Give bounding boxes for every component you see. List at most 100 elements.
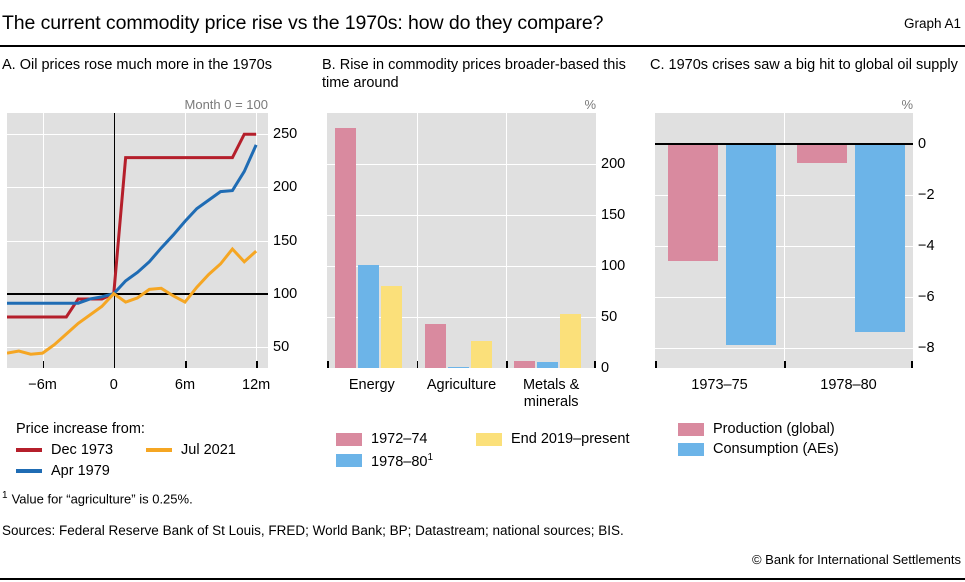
bar-1978-80-consumption-aes-[interactable] — [855, 143, 905, 333]
legend-item-1978-80[interactable]: 1978–801 — [336, 452, 476, 470]
panel-b: B. Rise in commodity prices broader-base… — [322, 52, 648, 482]
x-axis-label: 6m — [174, 377, 196, 393]
panel-b-ytick-100: 100 — [601, 258, 626, 274]
bar-agriculture-1978-80[interactable] — [447, 366, 469, 368]
panel-c-ytick--4: −4 — [918, 237, 935, 254]
gridline — [7, 240, 268, 242]
panel-c-ytick--8: −8 — [918, 339, 935, 356]
line-swatch-icon — [16, 448, 42, 452]
panel-a-plot — [7, 113, 268, 368]
x-tick-mark — [784, 361, 786, 368]
x-tick-mark — [113, 361, 116, 368]
footnote-text: Value for “agriculture” is 0.25%. — [11, 491, 193, 507]
bar-1973-75-production-global-[interactable] — [668, 143, 718, 261]
panel-c-plot — [655, 113, 913, 368]
bar-metals-minerals-1972-74[interactable] — [514, 360, 536, 368]
panel-a-legend-title: Price increase from: — [16, 421, 145, 437]
panel-c-plot-wrap: 0 −2 −4 −6 −8 — [650, 113, 963, 375]
panel-a-ytick-100: 100 — [273, 285, 298, 302]
line-jul-2021 — [7, 246, 258, 356]
x-tick-mark — [594, 361, 596, 368]
gridline-vertical — [506, 113, 508, 368]
legend-label: Apr 1979 — [51, 463, 110, 479]
gridline-vertical — [784, 113, 785, 368]
gridline — [7, 346, 268, 348]
x-axis-label: 1978–80 — [820, 377, 877, 393]
legend-label: Jul 2021 — [181, 442, 236, 458]
gridline — [327, 317, 596, 318]
legend-item-consumption-aes[interactable]: Consumption (AEs) — [678, 441, 839, 457]
x-tick-mark — [911, 361, 913, 368]
panel-c-ytick--6: −6 — [918, 288, 935, 305]
legend-item-dec-1973[interactable]: Dec 1973 — [16, 442, 146, 458]
x-tick-mark — [416, 361, 419, 368]
panel-c-title: C. 1970s crises saw a big hit to global … — [650, 57, 958, 73]
box-swatch-icon — [476, 432, 502, 446]
bar-agriculture-end-2019-present[interactable] — [470, 341, 492, 368]
x-axis-label: Energy — [348, 377, 395, 393]
legend-label: Production (global) — [713, 421, 835, 437]
x-tick-mark — [506, 361, 508, 368]
line-swatch-icon — [16, 469, 42, 473]
x-tick-mark — [184, 361, 187, 368]
panel-c-unit: % — [901, 97, 913, 112]
panel-b-ytick-200: 200 — [601, 156, 626, 172]
legend-item-jul-2021[interactable]: Jul 2021 — [146, 442, 236, 458]
bar-energy-1978-80[interactable] — [358, 264, 379, 368]
vertical-axis — [113, 113, 116, 368]
legend-item-end-2019-present[interactable]: End 2019–present — [476, 431, 630, 447]
panel-c-legend: Production (global) Consumption (AEs) — [678, 421, 963, 457]
panel-a-unit: Month 0 = 100 — [184, 97, 268, 112]
footer-divider — [0, 578, 965, 580]
box-swatch-icon — [336, 432, 362, 446]
box-swatch-icon — [678, 422, 704, 436]
copyright-line: © Bank for International Settlements — [751, 552, 961, 567]
gridline — [7, 134, 268, 136]
header-divider — [0, 45, 965, 47]
bar-1973-75-consumption-aes-[interactable] — [726, 143, 776, 346]
legend-label: 1978–80 — [371, 453, 428, 470]
bar-metals-minerals-end-2019-present[interactable] — [560, 313, 582, 368]
panel-b-unit: % — [584, 97, 596, 112]
gridline-vertical — [42, 113, 44, 368]
panel-a: A. Oil prices rose much more in the 1970… — [2, 52, 320, 482]
legend-item-apr-1979[interactable]: Apr 1979 — [16, 463, 146, 479]
footnote-marker: 1 — [2, 490, 8, 501]
panel-a-title: A. Oil prices rose much more in the 1970… — [2, 57, 272, 73]
bar-1978-80-production-global-[interactable] — [797, 143, 847, 163]
graph-header: The current commodity price rise vs the … — [0, 0, 965, 46]
panel-a-plot-wrap: 250 200 150 100 50 — [2, 113, 320, 375]
panel-a-ytick-150: 150 — [273, 232, 298, 249]
panel-a-ytick-50: 50 — [273, 338, 290, 355]
panel-b-plot — [327, 113, 596, 369]
bar-energy-1972-74[interactable] — [335, 128, 356, 368]
bar-agriculture-1972-74[interactable] — [424, 324, 446, 368]
panel-b-xlabels: Energy Agriculture Metals & minerals — [322, 375, 648, 413]
legend-item-1972-74[interactable]: 1972–74 — [336, 431, 476, 447]
panel-c-ytick--2: −2 — [918, 186, 935, 203]
box-swatch-icon — [336, 454, 362, 468]
line-dec-1973 — [7, 132, 257, 319]
panel-a-ytick-200: 200 — [273, 179, 298, 196]
x-tick-mark — [327, 361, 329, 368]
bar-metals-minerals-1978-80[interactable] — [537, 361, 559, 368]
x-axis-label: 0 — [109, 377, 118, 393]
panels-container: A. Oil prices rose much more in the 1970… — [0, 52, 965, 482]
panel-a-legend: Price increase from: Dec 1973 Jul 2021 A… — [16, 421, 320, 479]
x-axis-label: Metals & minerals — [522, 377, 580, 410]
panel-a-ytick-250: 250 — [273, 126, 298, 143]
legend-label: Consumption (AEs) — [713, 441, 839, 457]
x-axis-label: −6m — [28, 377, 57, 393]
panel-b-ytick-0: 0 — [601, 360, 610, 376]
panel-c-ytick-0: 0 — [918, 135, 927, 152]
bar-energy-end-2019-present[interactable] — [381, 286, 402, 368]
panel-c: C. 1970s crises saw a big hit to global … — [650, 52, 963, 482]
gridline — [327, 164, 596, 165]
legend-item-production-global[interactable]: Production (global) — [678, 421, 835, 437]
box-swatch-icon — [678, 442, 704, 456]
page-title: The current commodity price rise vs the … — [2, 11, 604, 34]
legend-label: End 2019–present — [511, 431, 630, 447]
graph-number: Graph A1 — [903, 15, 961, 31]
line-swatch-icon — [146, 448, 172, 452]
x-axis-label: Agriculture — [426, 377, 497, 393]
